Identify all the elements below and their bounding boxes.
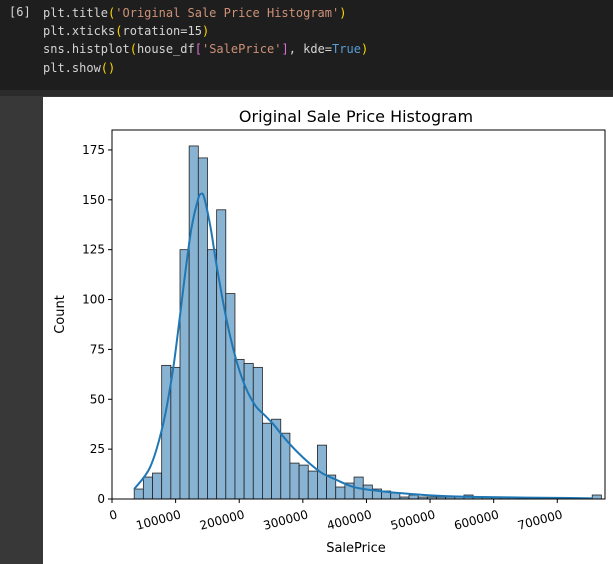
histogram-bar xyxy=(591,494,602,500)
y-tick-label: 100 xyxy=(82,293,105,307)
cell-output: Original Sale Price Histogram 0 25 50 75 100… xyxy=(43,97,613,564)
y-tick-label: 75 xyxy=(90,342,105,356)
histogram-bar xyxy=(252,366,263,500)
y-axis-label: Count xyxy=(53,295,68,334)
y-tick-label: 175 xyxy=(82,143,105,157)
x-tick-label: 700000 xyxy=(516,507,564,532)
execution-count: [6] xyxy=(9,5,31,19)
histogram-bar xyxy=(335,486,346,500)
x-axis-label: SalePrice xyxy=(326,541,386,556)
y-tick-label: 25 xyxy=(90,442,105,456)
kde-curve xyxy=(133,192,593,500)
axes-frame xyxy=(111,129,606,500)
x-tick-label: 600000 xyxy=(453,507,501,532)
x-tick-label: 200000 xyxy=(198,507,246,532)
histogram-bar xyxy=(170,366,181,500)
histogram-bar xyxy=(188,145,199,500)
y-tick-label: 50 xyxy=(90,392,105,406)
y-tick-label: 0 xyxy=(97,492,105,506)
histogram-bar xyxy=(362,484,373,500)
x-tick-label: 500000 xyxy=(389,507,437,532)
code-cell[interactable]: [6] plt.title('Original Sale Price Histo… xyxy=(0,0,613,90)
histogram-bar xyxy=(243,362,254,500)
code-line[interactable]: plt.show() xyxy=(43,61,116,75)
histogram-bar xyxy=(216,209,227,500)
histogram-bar xyxy=(207,249,218,500)
histogram-chart: Original Sale Price Histogram 0 25 50 75 100… xyxy=(53,107,606,556)
histogram-bar xyxy=(262,422,273,500)
histogram-bar xyxy=(408,494,419,500)
y-tick-label: 150 xyxy=(82,193,105,207)
histogram-bar xyxy=(289,462,300,500)
y-tick-label: 125 xyxy=(82,243,105,257)
x-tick-label: 100000 xyxy=(135,507,183,532)
histogram-bar xyxy=(142,476,153,500)
histogram-bar xyxy=(179,249,190,500)
x-tick-label: 300000 xyxy=(262,507,310,532)
x-tick-label: 400000 xyxy=(325,507,373,532)
code-line[interactable]: plt.title('Original Sale Price Histogram… xyxy=(43,6,347,20)
chart-title: Original Sale Price Histogram xyxy=(239,107,473,126)
histogram-bar xyxy=(133,488,144,500)
x-tick-label: 0 xyxy=(108,507,119,523)
code-line[interactable]: sns.histplot(house_df['SalePrice'], kde=… xyxy=(43,42,369,56)
histogram-bar xyxy=(307,470,318,500)
output-separator xyxy=(0,90,613,96)
histogram-bar xyxy=(298,464,309,500)
histogram-bar xyxy=(152,472,163,500)
code-line[interactable]: plt.xticks(rotation=15) xyxy=(43,24,210,38)
